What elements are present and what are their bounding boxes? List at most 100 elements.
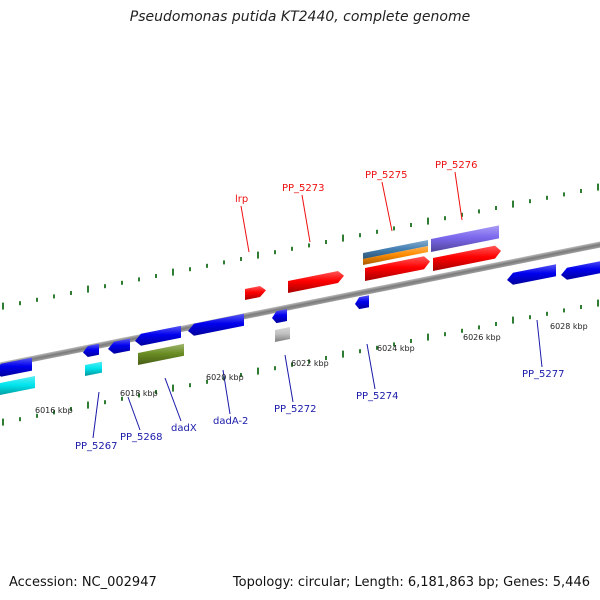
gene-label-pp5272: PP_5272 <box>274 404 317 415</box>
scale-tick <box>104 284 106 289</box>
gene-pp5267-a <box>83 343 99 358</box>
scale-tick <box>546 311 548 316</box>
gene-lrp <box>245 286 266 300</box>
scale-tick <box>70 291 72 295</box>
scale-tick <box>325 240 327 244</box>
scale-labels: 6016 kbp 6018 kbp 6020 kbp 6022 kbp 6024… <box>35 322 588 415</box>
scale-tick <box>393 342 395 347</box>
scale-tick <box>529 315 531 320</box>
scale-tick <box>580 305 582 309</box>
scale-tick <box>342 350 344 358</box>
scale-tick <box>376 345 378 350</box>
scale-label-6028: 6028 kbp <box>550 322 588 331</box>
scale-tick <box>19 301 21 306</box>
scale-tick <box>376 229 378 234</box>
gene-dada2 <box>188 313 244 336</box>
scale-tick <box>121 280 123 285</box>
gene-pp5266 <box>0 357 32 377</box>
accession-text: Accession: NC_002947 <box>9 575 157 590</box>
scale-tick <box>240 373 242 377</box>
gene-dadx <box>138 343 184 365</box>
scale-tick <box>512 316 514 324</box>
gene-label-pp5274: PP_5274 <box>356 391 399 402</box>
scale-tick <box>206 263 208 268</box>
scale-label-6020: 6020 kbp <box>206 373 244 382</box>
scale-tick <box>597 183 599 191</box>
scale-tick <box>410 223 412 227</box>
leader-pp5276 <box>454 171 463 221</box>
scale-tick <box>512 200 514 208</box>
scale-tick <box>444 332 446 337</box>
gene-label-pp5273: PP_5273 <box>282 183 325 194</box>
leader-pp5277 <box>536 319 543 368</box>
gene-pp5275 <box>365 256 430 281</box>
scale-tick <box>257 251 259 259</box>
scale-tick <box>546 195 548 200</box>
gene-pp5275-b <box>363 246 428 265</box>
scale-tick <box>138 277 140 282</box>
gene-label-pp5267: PP_5267 <box>75 441 118 452</box>
gene-pp5268 <box>108 338 130 354</box>
scale-tick <box>478 209 480 214</box>
scale-tick <box>291 362 293 367</box>
scale-tick <box>478 325 480 330</box>
scale-tick <box>461 212 463 217</box>
scale-tick <box>223 260 225 265</box>
scale-tick <box>291 246 293 251</box>
leader-pp5274 <box>366 343 376 390</box>
scale-tick <box>172 268 174 276</box>
scale-tick <box>87 285 89 293</box>
leader-pp5268 <box>127 396 141 431</box>
gene-pp5277-b <box>561 261 600 280</box>
scale-tick <box>563 192 565 197</box>
scale-tick <box>444 216 446 221</box>
scale-tick <box>87 401 89 409</box>
scale-tick <box>274 366 276 371</box>
leader-pp5267 <box>92 391 100 439</box>
scale-tick <box>155 390 157 394</box>
scale-tick <box>19 417 21 422</box>
scale-label-6016: 6016 kbp <box>35 406 73 415</box>
map-title: Pseudomonas putida KT2440, complete geno… <box>129 9 471 25</box>
scale-tick <box>36 297 38 302</box>
gene-label-pp5275: PP_5275 <box>365 170 408 181</box>
gene-pp5274 <box>355 295 369 310</box>
scale-tick <box>257 367 259 375</box>
scale-tick <box>308 359 310 364</box>
genome-summary-text: Topology: circular; Length: 6,181,863 bp… <box>232 575 590 590</box>
gene-pp5276 <box>433 245 501 271</box>
scale-tick <box>2 302 4 310</box>
scale-tick <box>427 333 429 341</box>
gene-pp5272 <box>275 327 290 342</box>
label-leaders <box>92 171 543 439</box>
scale-label-6022: 6022 kbp <box>291 359 329 368</box>
scale-tick <box>189 267 191 272</box>
gene-label-pp5268: PP_5268 <box>120 432 163 443</box>
scale-tick <box>138 393 140 398</box>
scale-tick <box>325 356 327 360</box>
scale-tick <box>529 199 531 204</box>
scale-tick <box>274 250 276 255</box>
scale-tick <box>104 400 106 405</box>
gene-label-dada2: dadA-2 <box>213 416 248 427</box>
gene-dadx-a <box>135 325 181 346</box>
scale-tick <box>240 257 242 261</box>
gene-labels-bottom: PP_5267 PP_5268 dadX dadA-2 PP_5272 PP_5… <box>75 369 565 452</box>
scale-tick <box>53 294 55 299</box>
scale-tick <box>495 206 497 210</box>
gene-pp5276-a <box>431 225 499 252</box>
scale-tick <box>410 339 412 343</box>
scale-tick <box>53 410 55 415</box>
leader-dadx <box>164 377 182 422</box>
scale-tick <box>172 384 174 392</box>
scale-tick <box>427 217 429 225</box>
scale-tick <box>580 189 582 193</box>
scale-label-6026: 6026 kbp <box>463 333 501 342</box>
gene-features <box>0 225 600 395</box>
scale-tick <box>70 407 72 411</box>
leader-pp5273 <box>301 194 311 243</box>
gene-pp5277-a <box>507 264 556 285</box>
leader-pp5272 <box>284 354 294 403</box>
gene-label-dadx: dadX <box>171 423 197 434</box>
scale-tick <box>308 243 310 248</box>
